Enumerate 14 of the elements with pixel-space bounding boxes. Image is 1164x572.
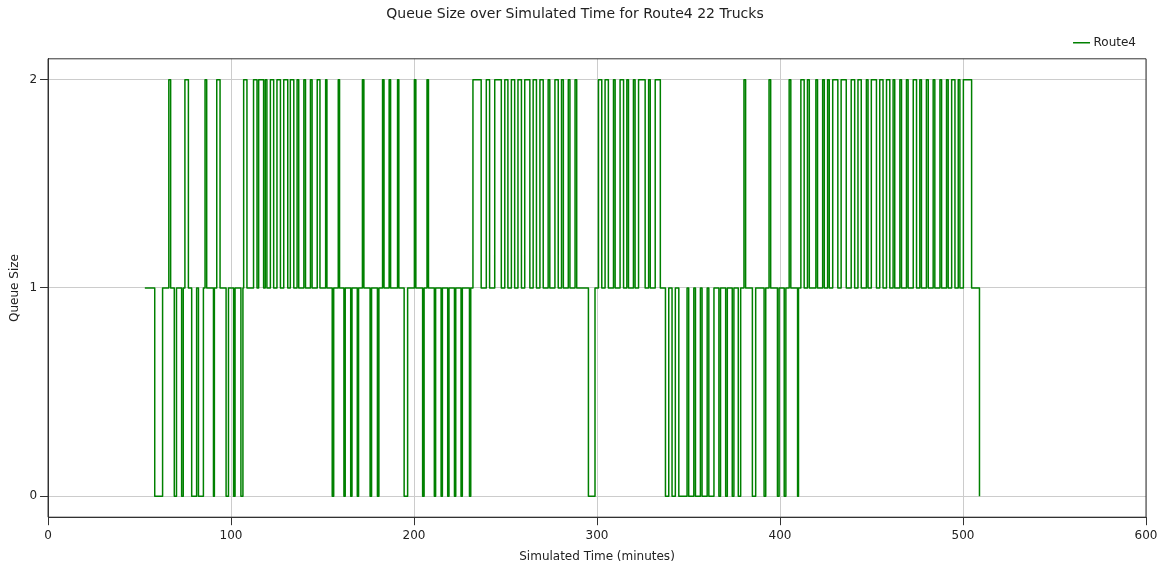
y-tick-label: 2 — [29, 71, 38, 86]
y-tick-label: 0 — [29, 488, 38, 503]
chart-title: Queue Size over Simulated Time for Route4 22 Trucks — [386, 5, 764, 22]
y-axis-title: Queue Size — [7, 254, 22, 322]
x-tick-label: 0 — [44, 527, 52, 542]
x-tick-label: 100 — [219, 527, 243, 542]
x-tick-label: 200 — [402, 527, 426, 542]
x-tick-label: 500 — [951, 527, 975, 542]
y-tick-label: 1 — [29, 280, 38, 295]
x-tick-label: 300 — [585, 527, 609, 542]
x-tick-label: 400 — [768, 527, 792, 542]
legend-label: Route4 — [1093, 34, 1136, 49]
x-tick-label: 600 — [1134, 527, 1158, 542]
x-axis-title: Simulated Time (minutes) — [519, 548, 675, 563]
